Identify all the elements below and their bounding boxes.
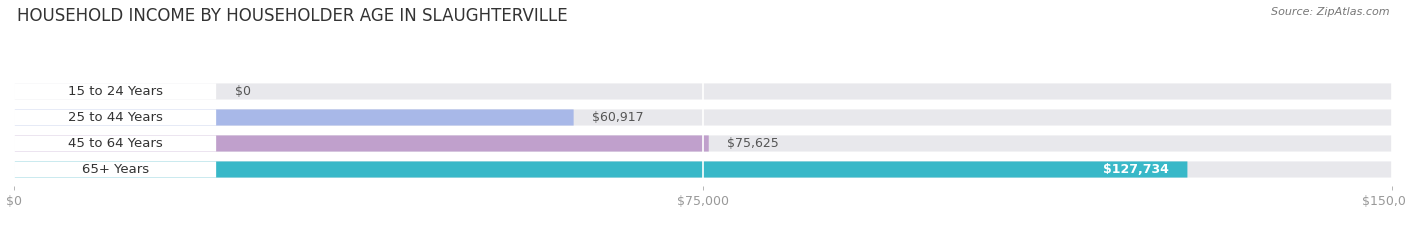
- FancyBboxPatch shape: [14, 135, 709, 151]
- FancyBboxPatch shape: [14, 83, 1392, 99]
- Text: 15 to 24 Years: 15 to 24 Years: [67, 85, 163, 98]
- Text: 45 to 64 Years: 45 to 64 Years: [67, 137, 163, 150]
- FancyBboxPatch shape: [14, 110, 217, 126]
- FancyBboxPatch shape: [14, 110, 1392, 126]
- FancyBboxPatch shape: [14, 135, 217, 151]
- FancyBboxPatch shape: [14, 161, 217, 178]
- Text: 65+ Years: 65+ Years: [82, 163, 149, 176]
- FancyBboxPatch shape: [14, 135, 1392, 151]
- FancyBboxPatch shape: [14, 161, 1392, 178]
- Text: HOUSEHOLD INCOME BY HOUSEHOLDER AGE IN SLAUGHTERVILLE: HOUSEHOLD INCOME BY HOUSEHOLDER AGE IN S…: [17, 7, 568, 25]
- Text: $127,734: $127,734: [1104, 163, 1168, 176]
- FancyBboxPatch shape: [14, 161, 1188, 178]
- Text: Source: ZipAtlas.com: Source: ZipAtlas.com: [1271, 7, 1389, 17]
- Text: $75,625: $75,625: [727, 137, 779, 150]
- Text: 25 to 44 Years: 25 to 44 Years: [67, 111, 163, 124]
- Text: $60,917: $60,917: [592, 111, 644, 124]
- Text: $0: $0: [235, 85, 250, 98]
- FancyBboxPatch shape: [14, 83, 217, 99]
- FancyBboxPatch shape: [14, 110, 574, 126]
